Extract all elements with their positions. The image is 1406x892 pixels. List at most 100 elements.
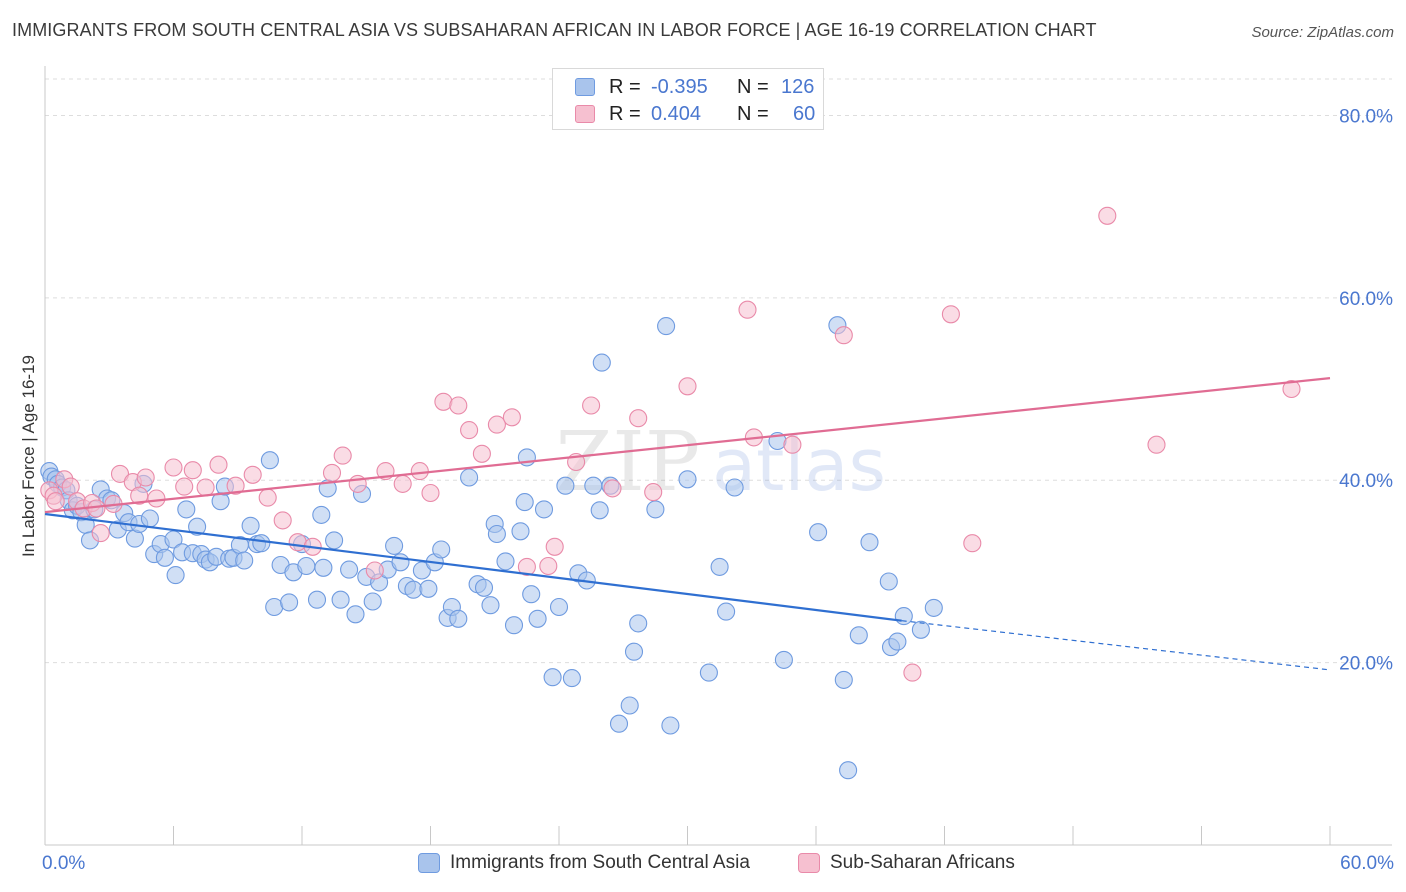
point-south-central-asia	[140, 509, 159, 528]
point-south-central-asia	[404, 580, 423, 599]
point-sub-saharan	[322, 463, 342, 482]
point-south-central-asia	[661, 716, 680, 735]
axis-layer	[44, 66, 1392, 846]
point-south-central-asia	[241, 516, 260, 535]
point-south-central-asia	[346, 605, 365, 624]
point-south-central-asia	[252, 534, 271, 553]
legend-row-pink: R = 0.404 N = 60	[575, 100, 815, 128]
point-south-central-asia	[307, 590, 327, 609]
r-label: R =	[609, 75, 641, 98]
point-south-central-asia	[297, 556, 316, 576]
point-south-central-asia	[657, 317, 676, 336]
point-sub-saharan	[517, 557, 536, 576]
point-south-central-asia	[629, 614, 648, 633]
point-south-central-asia	[363, 592, 382, 611]
y-tick-label: 60.0%	[1339, 289, 1393, 310]
point-south-central-asia	[839, 761, 858, 780]
point-south-central-asia	[543, 668, 562, 687]
point-south-central-asia	[774, 650, 793, 669]
legend-swatch-blue	[418, 853, 440, 873]
chart-title: IMMIGRANTS FROM SOUTH CENTRAL ASIA VS SU…	[12, 20, 1097, 40]
n-label: N =	[737, 75, 769, 98]
point-south-central-asia	[879, 572, 898, 591]
point-south-central-asia	[678, 470, 697, 489]
point-sub-saharan	[288, 533, 307, 552]
point-sub-saharan	[460, 421, 479, 440]
point-sub-saharan	[333, 446, 352, 465]
point-sub-saharan	[449, 396, 468, 415]
point-sub-saharan	[678, 377, 697, 396]
point-south-central-asia	[177, 500, 196, 519]
point-sub-saharan	[273, 511, 292, 530]
legend-item-sub-saharan: Sub-Saharan Africans	[798, 852, 1015, 874]
point-sub-saharan	[487, 415, 506, 434]
point-sub-saharan	[941, 305, 960, 324]
grid-layer: 20.0% 40.0% 60.0% 80.0%	[45, 78, 1393, 675]
point-south-central-asia	[710, 557, 729, 576]
point-sub-saharan	[644, 483, 663, 502]
n-label: N =	[737, 102, 769, 125]
point-south-central-asia	[314, 558, 333, 577]
point-south-central-asia	[487, 524, 506, 544]
trend-lines	[44, 377, 1331, 671]
point-sub-saharan	[603, 479, 622, 498]
trend-line-south-central-asia	[44, 512, 902, 622]
point-sub-saharan	[903, 663, 922, 682]
y-tick-label: 40.0%	[1339, 471, 1393, 492]
point-sub-saharan	[365, 561, 384, 580]
point-sub-saharan	[783, 435, 802, 454]
y-tick-label: 20.0%	[1339, 654, 1393, 675]
series-legend: Immigrants from South Central Asia Sub-S…	[0, 852, 1406, 876]
legend-label: Immigrants from South Central Asia	[450, 852, 750, 873]
point-south-central-asia	[620, 696, 639, 715]
point-south-central-asia	[894, 607, 913, 626]
legend-swatch-pink	[575, 105, 595, 123]
point-south-central-asia	[592, 353, 611, 372]
point-sub-saharan	[393, 474, 412, 493]
point-south-central-asia	[562, 669, 581, 688]
n-value: 126	[781, 75, 815, 98]
point-south-central-asia	[235, 551, 254, 570]
point-sub-saharan	[539, 556, 558, 576]
legend-swatch-pink	[798, 853, 820, 873]
point-sub-saharan	[582, 396, 601, 415]
point-south-central-asia	[528, 609, 547, 628]
point-sub-saharan	[963, 534, 982, 553]
y-tick-label: 80.0%	[1339, 106, 1393, 127]
point-south-central-asia	[260, 451, 279, 470]
r-value: 0.404	[651, 102, 702, 125]
point-sub-saharan	[1147, 435, 1166, 454]
point-sub-saharan	[258, 488, 277, 507]
point-south-central-asia	[522, 585, 541, 604]
point-south-central-asia	[166, 566, 185, 585]
point-sub-saharan	[183, 461, 202, 480]
point-south-central-asia	[280, 593, 299, 612]
point-sub-saharan	[243, 465, 262, 484]
point-south-central-asia	[460, 468, 479, 487]
point-south-central-asia	[556, 476, 575, 495]
point-south-central-asia	[331, 590, 350, 609]
series-south-central-asia-points	[40, 316, 943, 780]
point-south-central-asia	[419, 579, 438, 598]
point-sub-saharan	[209, 455, 228, 474]
point-sub-saharan	[175, 477, 194, 496]
point-south-central-asia	[511, 522, 530, 541]
point-south-central-asia	[809, 523, 828, 542]
point-south-central-asia	[534, 500, 554, 519]
legend-swatch-blue	[575, 78, 595, 96]
point-south-central-asia	[504, 616, 524, 635]
point-south-central-asia	[515, 493, 534, 512]
point-south-central-asia	[391, 553, 410, 572]
legend-item-south-central-asia: Immigrants from South Central Asia	[418, 852, 750, 874]
point-south-central-asia	[646, 500, 665, 519]
point-sub-saharan	[110, 464, 130, 483]
point-sub-saharan	[502, 408, 521, 427]
point-sub-saharan	[226, 476, 245, 495]
point-sub-saharan	[545, 537, 564, 556]
point-sub-saharan	[130, 486, 149, 505]
series-sub-saharan-points	[40, 206, 1301, 682]
point-south-central-asia	[549, 597, 569, 617]
point-south-central-asia	[624, 642, 644, 661]
trend-line-sub-saharan	[44, 377, 1331, 514]
